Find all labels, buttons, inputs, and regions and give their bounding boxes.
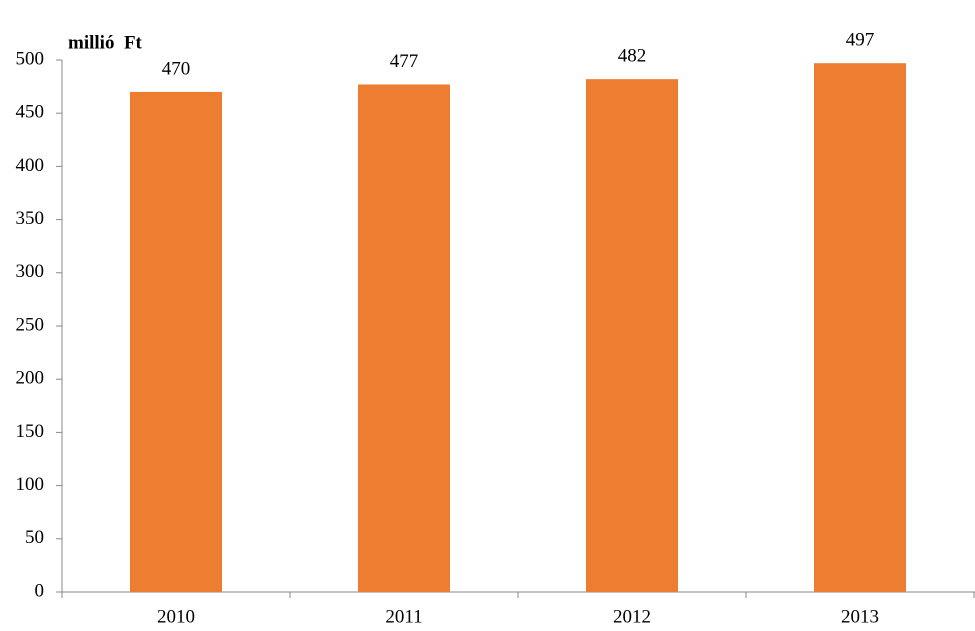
data-label: 482 bbox=[618, 46, 647, 67]
x-tick-label: 2013 bbox=[841, 606, 879, 627]
bar bbox=[358, 84, 450, 593]
data-label: 497 bbox=[846, 30, 875, 51]
x-tick-label: 2012 bbox=[613, 606, 651, 627]
y-tick-label: 100 bbox=[16, 474, 45, 495]
y-tick-label: 450 bbox=[16, 102, 45, 123]
y-tick-label: 250 bbox=[16, 314, 45, 335]
y-tick-label: 300 bbox=[16, 261, 45, 282]
y-tick-label: 500 bbox=[16, 48, 45, 69]
y-tick-label: 0 bbox=[35, 580, 45, 601]
x-tick-label: 2010 bbox=[157, 606, 195, 627]
data-label: 470 bbox=[162, 58, 191, 79]
bar bbox=[814, 63, 906, 592]
y-tick-label: 150 bbox=[16, 421, 45, 442]
y-tick-label: 350 bbox=[16, 208, 45, 229]
y-tick-label: 200 bbox=[16, 368, 45, 389]
bar bbox=[586, 79, 678, 593]
x-tick-label: 2011 bbox=[385, 606, 422, 627]
y-axis-label: millió Ft bbox=[68, 32, 143, 53]
y-tick-label: 50 bbox=[25, 527, 44, 548]
bar bbox=[130, 91, 222, 593]
y-tick-label: 400 bbox=[16, 155, 45, 176]
data-label: 477 bbox=[390, 51, 419, 72]
